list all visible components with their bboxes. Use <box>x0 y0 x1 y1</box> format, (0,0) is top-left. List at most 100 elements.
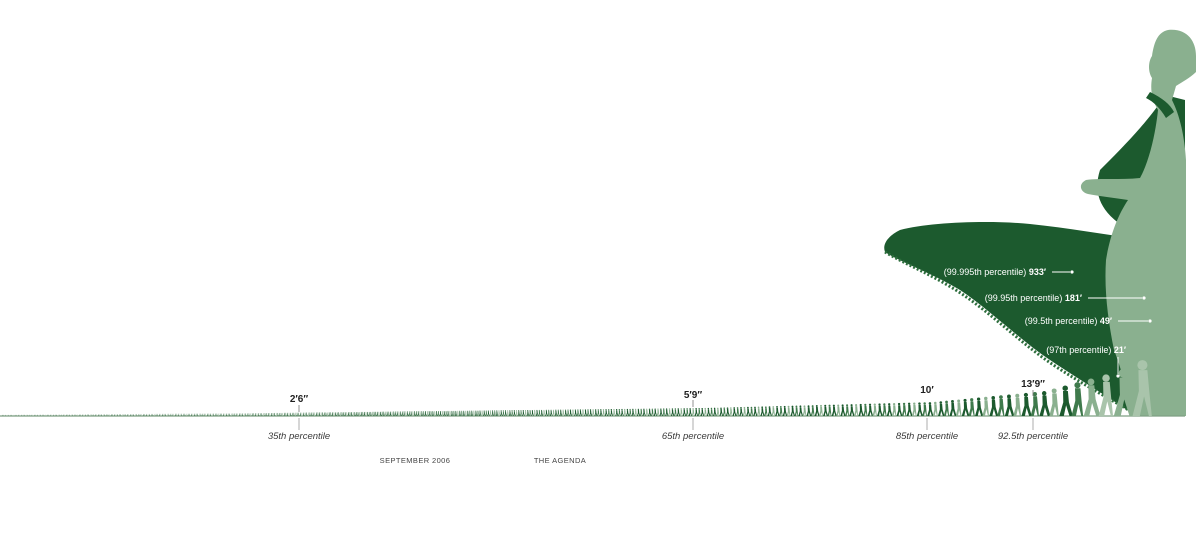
walker-body <box>648 409 652 416</box>
parade-walker <box>170 413 171 416</box>
walker-body <box>366 412 369 416</box>
walker-head <box>487 410 489 412</box>
parade-walker <box>656 408 660 416</box>
parade-walker <box>254 413 257 416</box>
walker-body <box>584 410 588 416</box>
parade-walker <box>234 413 235 416</box>
parade-walker <box>399 411 402 416</box>
walker-head <box>795 405 798 408</box>
walker-body <box>426 412 429 416</box>
walker-body <box>483 411 486 416</box>
parade-walker <box>554 409 558 416</box>
walker-body <box>504 411 507 416</box>
walker-head <box>820 404 823 407</box>
walker-head <box>282 412 283 414</box>
walker-head <box>855 403 858 407</box>
parade-walker <box>189 413 191 416</box>
walker-head <box>451 410 453 412</box>
parade-walker <box>321 412 324 416</box>
parade-walker <box>1071 382 1084 416</box>
walker-head <box>761 406 764 409</box>
walker-head <box>686 408 688 410</box>
walker-body <box>478 411 482 416</box>
parade-walker <box>179 413 181 416</box>
walker-body <box>339 412 341 416</box>
walker-body <box>122 414 123 416</box>
walker-body <box>120 414 122 416</box>
callout-99995: (99.995th percentile) 933′ <box>944 267 1074 277</box>
percentile-label-35: 35th percentile <box>268 431 330 442</box>
walker-head <box>449 410 451 412</box>
walker-body <box>123 414 125 416</box>
walker-body <box>214 413 216 416</box>
walker-body <box>430 411 432 416</box>
parade-walker <box>14 414 16 416</box>
walker-head <box>247 413 248 414</box>
walker-body <box>65 414 67 416</box>
walker-body <box>74 414 75 416</box>
parade-walker <box>51 414 53 416</box>
walker-body <box>396 412 399 416</box>
walker-body <box>102 414 104 416</box>
walker-body <box>59 414 61 416</box>
walker-body <box>107 414 109 416</box>
parade-walker <box>676 408 681 416</box>
parade-walker <box>623 408 626 416</box>
walker-body <box>299 413 302 416</box>
parade-walker <box>519 410 522 416</box>
parade-walker <box>506 410 509 416</box>
walker-body <box>760 408 765 416</box>
parade-walker <box>211 413 213 416</box>
parade-walker <box>155 413 157 416</box>
parade-walker <box>729 407 733 416</box>
parade-walker <box>639 408 643 416</box>
walker-head <box>520 410 522 412</box>
parade-walker <box>703 407 707 416</box>
parade-walker <box>315 412 318 416</box>
walker-body <box>922 404 927 416</box>
walker-body <box>943 403 950 416</box>
walker-body <box>205 413 207 416</box>
parade-walker <box>157 413 158 416</box>
parade-walker <box>357 411 359 416</box>
walker-head <box>296 412 298 414</box>
parade-walker <box>922 402 927 416</box>
walker-head <box>338 412 340 413</box>
parade-walker <box>906 402 913 416</box>
walker-body <box>131 414 133 416</box>
parade-walker <box>117 414 119 416</box>
walker-head <box>569 409 572 411</box>
parade-walker <box>458 410 462 416</box>
parade-walker <box>786 405 791 416</box>
walker-body <box>968 401 975 416</box>
walker-head <box>320 412 322 414</box>
walker-body <box>474 411 478 416</box>
walker-body <box>526 411 530 416</box>
walker-head <box>791 405 794 408</box>
walker-body <box>91 414 93 416</box>
walker-body <box>706 409 711 416</box>
parade-walker <box>216 413 218 416</box>
parade-walker <box>171 413 173 416</box>
walker-head <box>704 407 706 410</box>
parade-walker <box>17 414 19 416</box>
parade-walker <box>594 409 598 416</box>
walker-body <box>371 412 374 416</box>
walker-body <box>209 413 212 416</box>
parade-walker <box>609 409 614 416</box>
walker-head <box>251 413 253 414</box>
parade-walker <box>5 414 6 416</box>
parade-walker <box>767 406 772 416</box>
walker-body <box>767 407 772 416</box>
parade-walker <box>500 410 503 416</box>
walker-head <box>629 408 631 411</box>
parade-walker <box>218 413 219 416</box>
walker-body <box>243 413 245 416</box>
walker-body <box>445 411 447 416</box>
parade-walker <box>379 411 382 416</box>
parade-walker <box>381 411 383 416</box>
walker-head <box>1023 392 1029 398</box>
walker-head <box>298 412 299 414</box>
walker-body <box>56 414 58 416</box>
walker-body <box>136 414 138 416</box>
